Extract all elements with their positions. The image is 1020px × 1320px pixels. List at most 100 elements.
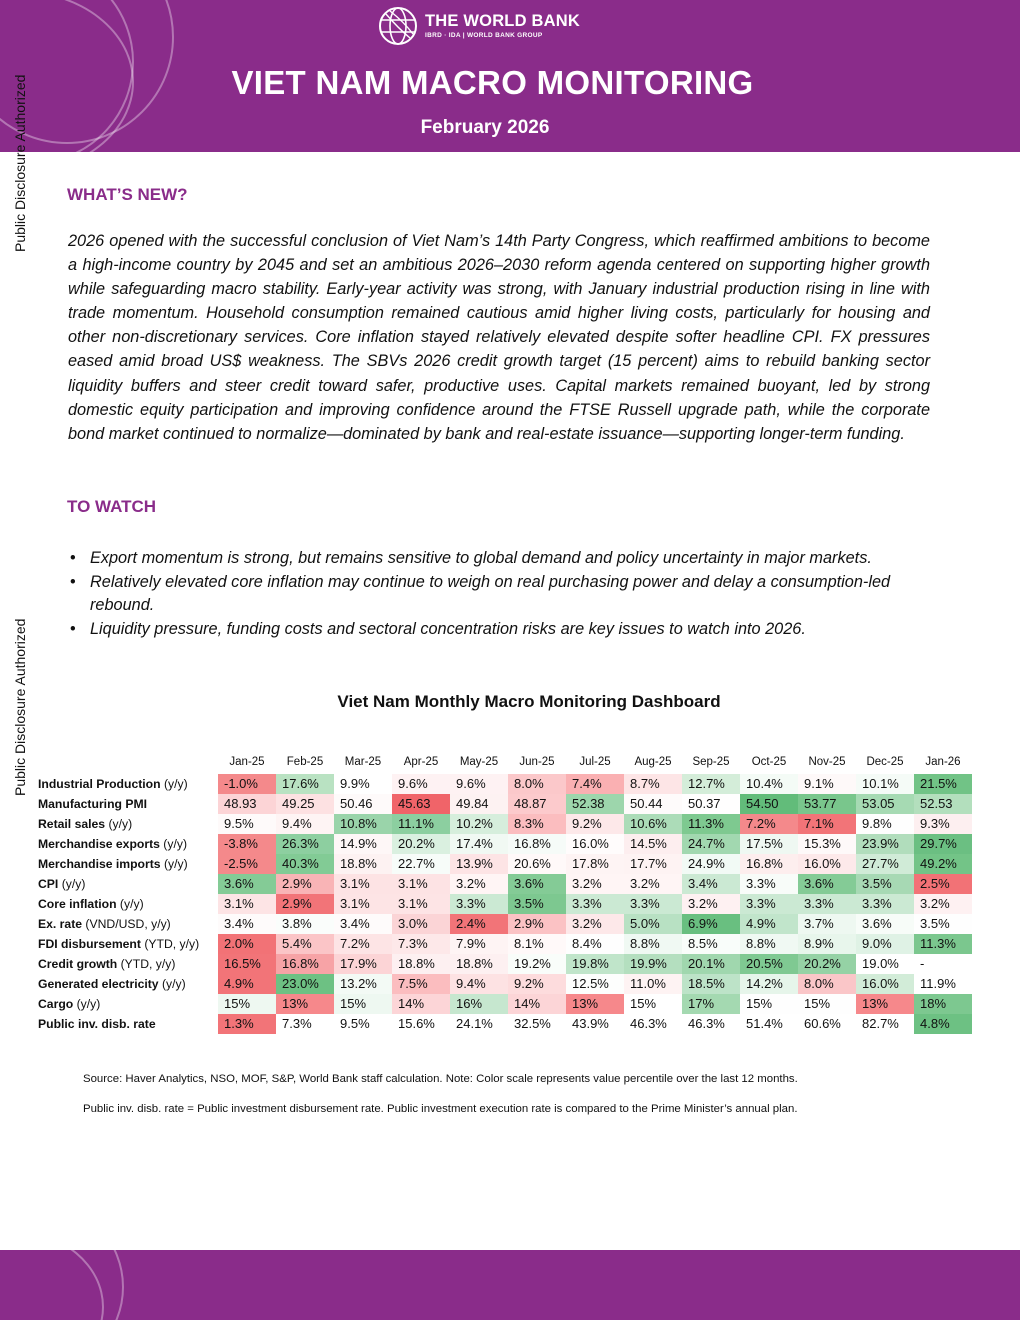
month-header: Mar-25 [344, 756, 382, 768]
to-watch-list: • Export momentum is strong, but remains … [68, 547, 934, 641]
month-header: Dec-25 [866, 756, 904, 768]
table-cell: 16.5% [218, 954, 276, 974]
table-cell: 9.4% [450, 974, 508, 994]
row-label: Public inv. disb. rate [38, 1017, 218, 1031]
table-cell: 8.7% [624, 774, 682, 794]
table-cell: 7.5% [392, 974, 450, 994]
table-cell: 17.6% [276, 774, 334, 794]
table-cell: 7.4% [566, 774, 624, 794]
table-cell: 2.9% [276, 894, 334, 914]
table-cell: 3.5% [856, 874, 914, 894]
table-cell: 3.4% [218, 914, 276, 934]
table-cell: 32.5% [508, 1014, 566, 1034]
table-cell: 53.77 [798, 794, 856, 814]
table-cell: 8.5% [682, 934, 740, 954]
table-cell: 7.9% [450, 934, 508, 954]
table-cell: 8.4% [566, 934, 624, 954]
table-cell: 13.9% [450, 854, 508, 874]
table-cell: 3.6% [856, 914, 914, 934]
table-cell: 8.8% [624, 934, 682, 954]
table-cell: 7.2% [740, 814, 798, 834]
table-cell: 24.7% [682, 834, 740, 854]
month-header: Feb-25 [286, 756, 324, 768]
table-cell: 54.50 [740, 794, 798, 814]
row-label: Manufacturing PMI [38, 797, 218, 811]
table-cell: 11.3% [682, 814, 740, 834]
table-cell: 40.3% [276, 854, 334, 874]
table-cell: -3.8% [218, 834, 276, 854]
table-cell: 29.7% [914, 834, 972, 854]
table-cell: 9.1% [798, 774, 856, 794]
indicator-name: Manufacturing PMI [38, 797, 148, 811]
decorative-ring [0, 1250, 124, 1320]
indicator-unit: (YTD, y/y) [117, 957, 176, 971]
table-row: Retail sales (y/y) 9.5% 9.4% 10.8% 11.1% 10.2… [38, 814, 972, 834]
table-cell: 2.9% [276, 874, 334, 894]
table-cell: 49.84 [450, 794, 508, 814]
table-row: Public inv. disb. rate 1.3% 7.3% 9.5% 15.6% 2… [38, 1014, 972, 1034]
indicator-name: Public inv. disb. rate [38, 1017, 156, 1031]
table-cell: 8.0% [508, 774, 566, 794]
indicator-unit: (y/y) [159, 837, 187, 851]
table-cell: 19.9% [624, 954, 682, 974]
table-cell: 8.9% [798, 934, 856, 954]
header-banner: THE WORLD BANK IBRD · IDA | WORLD BANK G… [0, 0, 1020, 152]
table-cell: 11.0% [624, 974, 682, 994]
list-item: • Liquidity pressure, funding costs and s… [70, 619, 806, 638]
table-row: Ex. rate (VND/USD, y/y) 3.4% 3.8% 3.4% 3.0% 2… [38, 914, 972, 934]
table-cell: 9.3% [914, 814, 972, 834]
definition-note: Public inv. disb. rate = Public investme… [83, 1103, 798, 1115]
table-cell: 3.1% [392, 894, 450, 914]
logo-name: THE WORLD BANK [425, 12, 580, 30]
table-cell: 7.3% [276, 1014, 334, 1034]
table-cell: 2.9% [508, 914, 566, 934]
row-label: CPI (y/y) [38, 877, 218, 891]
indicator-name: FDI disbursement [38, 937, 141, 951]
table-cell: 45.63 [392, 794, 450, 814]
month-header-row: Jan-25 Feb-25 Mar-25 Apr-25 May-25 Jun-25 Jul-… [218, 756, 972, 768]
indicator-name: Merchandise exports [38, 837, 160, 851]
table-cell: 50.44 [624, 794, 682, 814]
table-cell: 12.5% [566, 974, 624, 994]
table-cell: 53.05 [856, 794, 914, 814]
table-cell: 16.8% [276, 954, 334, 974]
list-item: • Relatively elevated core inflation may … [70, 572, 891, 615]
indicator-name: Credit growth [38, 957, 118, 971]
table-cell: 12.7% [682, 774, 740, 794]
table-cell: 9.2% [566, 814, 624, 834]
table-cell: 19.8% [566, 954, 624, 974]
table-row: FDI disbursement (YTD, y/y) 2.0% 5.4% 7.2% 7… [38, 934, 972, 954]
table-cell: 3.3% [798, 894, 856, 914]
table-cell: 46.3% [624, 1014, 682, 1034]
month-header: Oct-25 [751, 756, 787, 768]
table-cell: 20.6% [508, 854, 566, 874]
table-row: Cargo (y/y) 15% 13% 15% 14% 16% 14% 13% 15% 17% 15… [38, 994, 972, 1014]
table-cell: 50.46 [334, 794, 392, 814]
row-label: Merchandise imports (y/y) [38, 857, 218, 871]
table-cell: 3.2% [566, 874, 624, 894]
table-cell: - [914, 954, 972, 974]
table-cell: 18.8% [392, 954, 450, 974]
month-header: Sep-25 [692, 756, 730, 768]
table-cell: 8.3% [508, 814, 566, 834]
table-cell: 50.37 [682, 794, 740, 814]
table-cell: 23.9% [856, 834, 914, 854]
page-date: February 2026 [420, 117, 550, 138]
footer-banner [0, 1250, 1020, 1320]
row-label: Generated electricity (y/y) [38, 977, 218, 991]
indicator-unit: (y/y) [160, 857, 188, 871]
table-cell: 9.8% [856, 814, 914, 834]
table-cell: 16.0% [856, 974, 914, 994]
table-cell: 13.2% [334, 974, 392, 994]
table-cell: 3.3% [566, 894, 624, 914]
table-cell: 7.1% [798, 814, 856, 834]
table-cell: 3.6% [508, 874, 566, 894]
table-cell: 14.2% [740, 974, 798, 994]
table-cell: 2.5% [914, 874, 972, 894]
row-label: Cargo (y/y) [38, 997, 218, 1011]
table-cell: 3.3% [740, 874, 798, 894]
table-cell: 16.0% [798, 854, 856, 874]
table-cell: 52.53 [914, 794, 972, 814]
table-cell: 3.8% [276, 914, 334, 934]
dashboard-title: Viet Nam Monthly Macro Monitoring Dashbo… [337, 692, 721, 711]
